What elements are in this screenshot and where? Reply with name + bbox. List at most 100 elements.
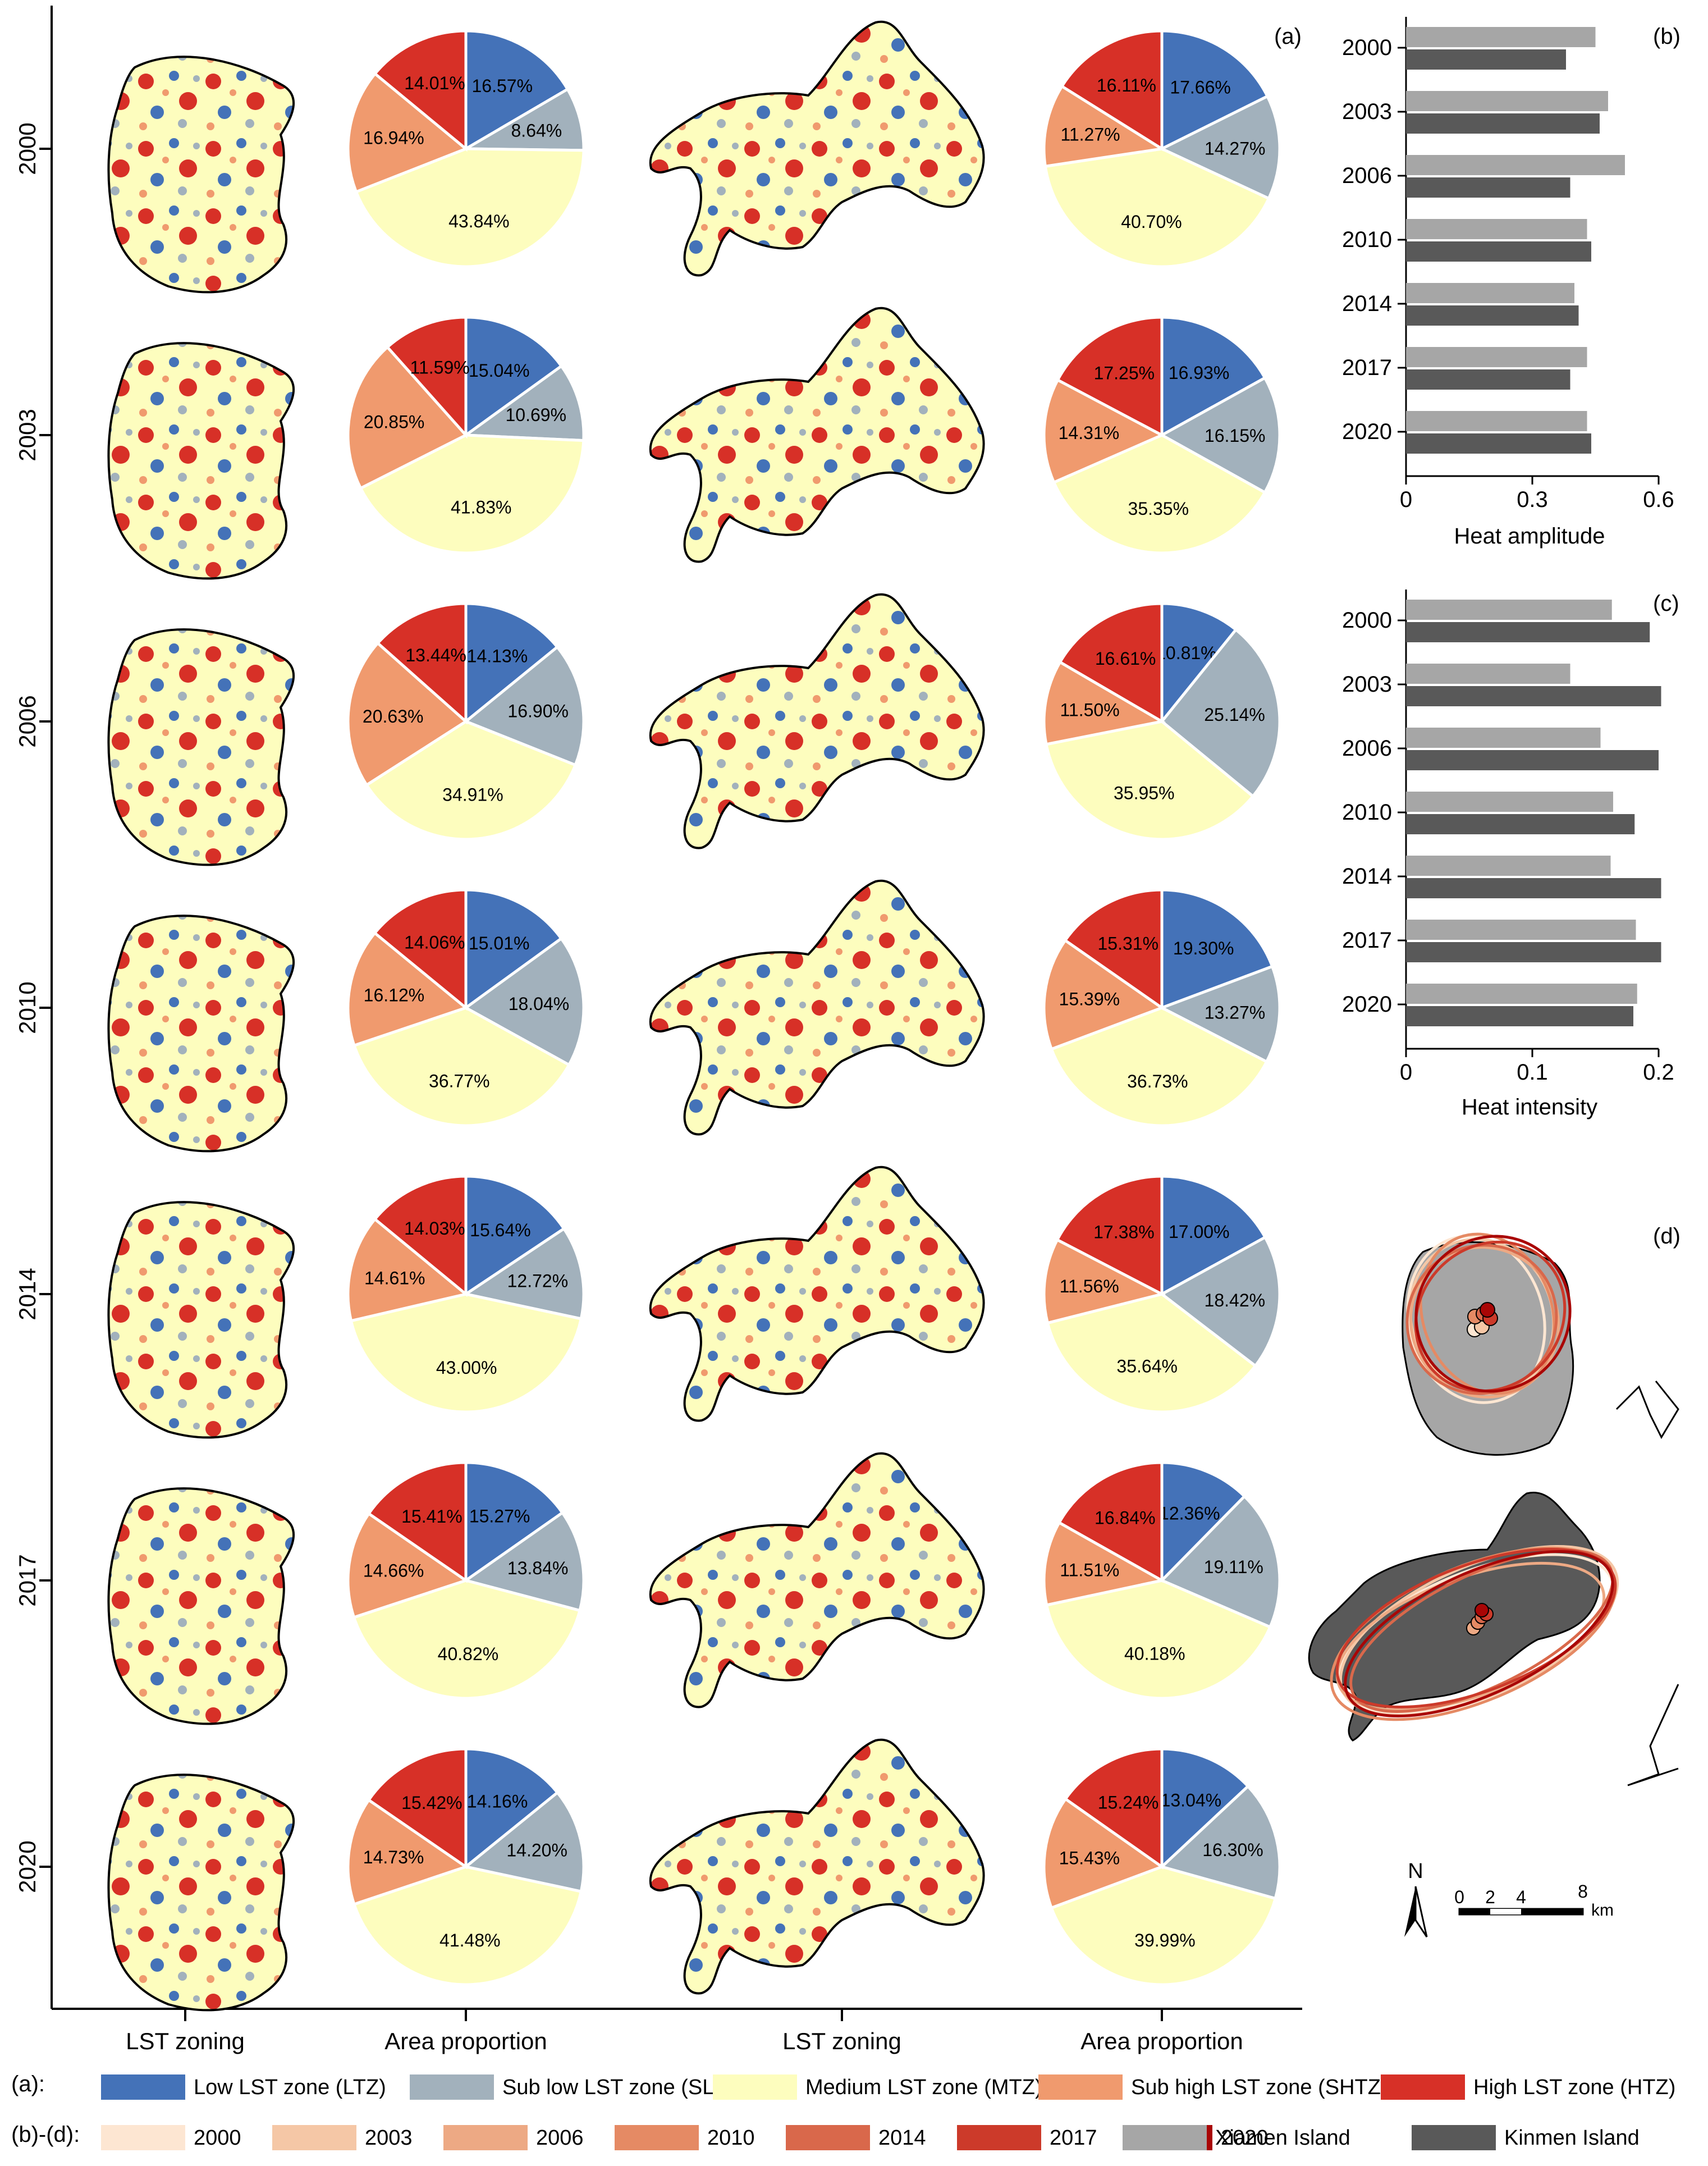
pie-label-ltz: 15.64% [470, 1220, 531, 1240]
pie-label-htz: 13.44% [405, 645, 466, 665]
bar-kinmen-2020 [1406, 433, 1591, 454]
pie-label-mtz: 39.99% [1134, 1930, 1196, 1950]
pie-label-sltz: 14.27% [1205, 138, 1266, 158]
pie-label-ltz: 14.13% [467, 646, 528, 666]
legend-swatch-kinmen-island [1412, 2125, 1496, 2150]
pie-slice-mtz [1050, 1006, 1269, 1127]
pie-slice-htz [376, 602, 468, 725]
pie-slice-mtz [354, 147, 585, 268]
pie-slice-sltz [1158, 376, 1281, 495]
pie-slice-ltz [1160, 29, 1270, 152]
pie-slice-sltz [463, 645, 585, 767]
pie-label-htz: 17.25% [1094, 363, 1155, 383]
pie-xiamen-island-2000: 16.57% 8.64% 43.84% 16.94% 14.01% [346, 29, 585, 268]
legend-swatch-year-2014 [786, 2125, 870, 2150]
pie-label-shtz: 11.51% [1060, 1560, 1119, 1580]
pie-label-htz: 15.42% [401, 1793, 463, 1813]
kinmen-ellipse-2020 [1344, 1550, 1614, 1718]
pie-label-shtz: 15.43% [1059, 1848, 1120, 1868]
pie-label-shtz: 11.56% [1060, 1276, 1119, 1296]
pie-label-sltz: 18.42% [1205, 1290, 1266, 1310]
pie-slice-ltz [464, 888, 564, 1011]
y-tick-label: 2017 [1342, 355, 1392, 380]
pie-slice-ltz [464, 316, 564, 438]
panel-label-d: (d) [1653, 1224, 1680, 1249]
pie-slice-shtz [1042, 1797, 1165, 1910]
pie-slice-htz [373, 888, 468, 1011]
pie-slice-ltz [1160, 1461, 1247, 1584]
pie-slice-shtz [1042, 1520, 1166, 1607]
xiamen-ellipse-2020 [1414, 1235, 1572, 1393]
pie-label-htz: 11.59% [410, 357, 470, 377]
bar-kinmen-2006 [1406, 177, 1570, 198]
bar-xiamen-2014 [1406, 283, 1574, 303]
pie-label-htz: 16.11% [1097, 75, 1156, 95]
bar-kinmen-2020 [1406, 1006, 1633, 1026]
panel-label-b: (b) [1653, 24, 1680, 49]
pie-slice-ltz [464, 1461, 565, 1583]
y-tick-label: 2006 [1342, 736, 1392, 761]
pie-slice-shtz [346, 1217, 469, 1323]
bar-kinmen-2017 [1406, 942, 1661, 962]
xiamen-ellipse-2010 [1419, 1232, 1556, 1395]
map-xiamen [107, 1774, 295, 2012]
pie-label-shtz: 16.12% [364, 985, 425, 1006]
heat-amplitude-chart: Heat amplitude 0 0.3 0.6 2000 2003 2006 2010 20… [1342, 17, 1674, 549]
bar-xiamen-2000 [1406, 27, 1596, 47]
year-label: 2000 [14, 122, 40, 175]
legend-swatch-htz [1381, 2074, 1465, 2100]
map-xiamen [107, 1201, 295, 1439]
bar-xiamen-2017 [1406, 920, 1636, 940]
pie-label-shtz: 11.50% [1060, 700, 1120, 720]
map-xiamen [107, 628, 295, 866]
column-label-map-xiamen: LST zoning [126, 2028, 245, 2054]
panel-label-c: (c) [1653, 591, 1679, 616]
y-tick-label: 2003 [1342, 99, 1392, 124]
pie-label-shtz: 16.94% [363, 127, 424, 148]
kinmen-ellipses [1330, 1544, 1619, 1721]
pie-xiamen-island-2020: 14.16% 14.20% 41.48% 14.73% 15.42% [346, 1747, 585, 1986]
pie-label-ltz: 12.36% [1159, 1503, 1220, 1523]
pie-slice-htz [367, 1461, 468, 1583]
pie-label-sltz: 16.30% [1202, 1840, 1263, 1860]
pie-slice-ltz [464, 1175, 566, 1297]
pie-label-htz: 14.06% [404, 932, 465, 952]
bar-xiamen-2006 [1406, 155, 1625, 175]
year-label: 2006 [14, 695, 40, 747]
legend-label-mtz: Medium LST zone (MTZ) [805, 2076, 1042, 2099]
legend-label-year-2003: 2003 [365, 2126, 413, 2150]
pie-slice-sltz [461, 364, 585, 442]
bar-xiamen-2017 [1406, 347, 1587, 367]
y-tick-label: 2017 [1342, 928, 1392, 953]
map-xiamen [107, 1487, 295, 1725]
pie-slice-mtz [349, 1292, 583, 1414]
pie-label-sltz: 14.20% [506, 1840, 567, 1861]
bar-xiamen-2020 [1406, 984, 1637, 1004]
pie-slice-mtz [364, 720, 578, 841]
pie-label-ltz: 17.00% [1169, 1222, 1230, 1242]
pie-label-shtz: 14.31% [1059, 423, 1120, 443]
year-label: 2020 [14, 1840, 40, 1893]
legend-label-htz: High LST zone (HTZ) [1473, 2076, 1675, 2099]
pie-label-ltz: 19.30% [1173, 938, 1234, 958]
pie-slice-mtz [352, 1579, 582, 1700]
pie-label-sltz: 10.69% [505, 405, 566, 425]
bar-kinmen-2010 [1406, 241, 1591, 262]
chart-c-xlabel: Heat intensity [1462, 1095, 1597, 1119]
bar-kinmen-2000 [1406, 622, 1650, 642]
pie-label-shtz: 20.85% [364, 412, 425, 432]
legend-label-sltz: Sub low LST zone (SLTZ) [502, 2076, 746, 2099]
pie-slice-sltz [463, 936, 585, 1067]
y-tick-label: 2003 [1342, 672, 1392, 697]
pie-label-ltz: 15.04% [469, 360, 530, 381]
panel-label-a: (a) [1274, 24, 1302, 49]
pie-label-shtz: 14.66% [363, 1561, 424, 1581]
pie-label-ltz: 16.93% [1169, 363, 1230, 383]
pie-label-mtz: 34.91% [442, 785, 503, 805]
bar-kinmen-2006 [1406, 750, 1659, 770]
pie-slice-shtz [346, 641, 469, 787]
pie-slice-htz [1055, 1175, 1164, 1297]
bar-kinmen-2003 [1406, 113, 1600, 134]
legend-label-year-2010: 2010 [707, 2126, 755, 2150]
y-tick-label: 2006 [1342, 163, 1392, 188]
